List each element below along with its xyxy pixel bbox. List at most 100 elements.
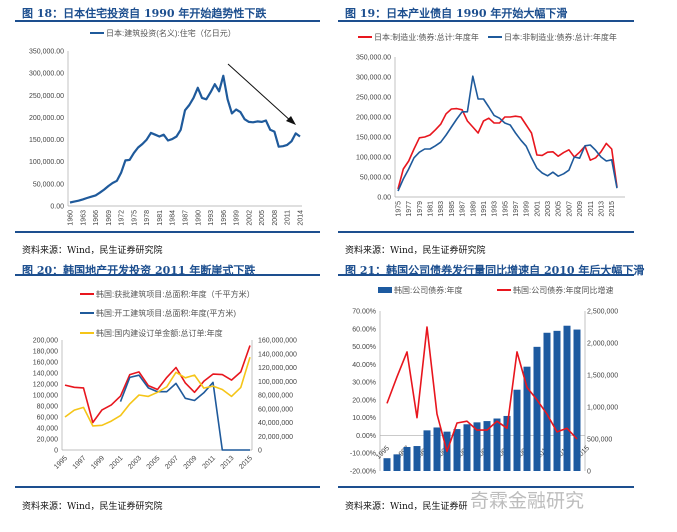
trend-arrow [227,63,293,123]
x-tick-label: 1997 [513,201,520,217]
figure-19-title: 图 19：日本产业债自 1990 年开始大幅下滑 [345,7,568,20]
y-tick-label: 350,000.00 [356,55,391,62]
bar [383,458,391,471]
x-tick-label: 1979 [417,201,424,217]
y-tick-label: 40,000 [37,426,59,433]
y-tick-label: 160,000 [33,360,58,367]
x-tick-label: 1997 [72,455,88,471]
arrow-head-icon [286,116,296,125]
x-tick-label: 1993 [492,201,499,217]
legend-label: 日本:建筑投资(名义):住宅（亿日元） [106,28,236,38]
y2-tick-label: 0 [258,448,262,455]
y2-tick-label: 120,000,000 [258,365,297,372]
y-tick-label: 100,000.00 [356,155,391,162]
y-tick-label: 70.00% [352,309,376,316]
x-tick-label: 2015 [609,201,616,217]
y2-tick-label: 500,000 [587,437,612,444]
x-tick-label: 1983 [438,201,445,217]
x-tick-label: 1981 [428,201,435,217]
y-tick-label: 0 [54,448,58,455]
y2-tick-label: 160,000,000 [258,338,297,345]
x-tick-label: 1999 [234,210,241,226]
x-tick-label: 1987 [460,201,467,217]
y2-tick-label: 80,000,000 [258,393,293,400]
legend-label: 韩国:公司债券:年度 [394,285,462,295]
x-tick-label: 2001 [534,201,541,217]
x-tick-label: 2011 [588,201,595,216]
x-tick-label: 2008 [272,210,279,226]
x-tick-label: 1995 [502,201,509,217]
watermark-logo: 奇霖金融研究 [470,490,585,512]
x-tick-label: 2015 [238,455,254,471]
y-tick-label: -10.00% [350,451,376,458]
bar [453,429,461,471]
y-tick-label: 300,000.00 [29,71,64,78]
x-tick-label: 2007 [566,201,573,217]
x-tick-label: 2005 [146,455,162,471]
y2-tick-label: 60,000,000 [258,406,293,413]
x-tick-label: 2011 [285,210,292,225]
figure-20-title: 图 20：韩国地产开发投资 2011 年断崖式下跌 [22,264,256,277]
y-tick-label: 250,000.00 [29,93,64,100]
y2-tick-label: 100,000,000 [258,379,297,386]
x-tick-label: 1996 [221,210,228,226]
bar [473,422,481,471]
y2-tick-label: 1,500,000 [587,373,618,380]
y-tick-label: 120,000 [33,382,58,389]
x-tick-label: 2003 [545,201,552,217]
y2-tick-label: 20,000,000 [258,434,293,441]
x-tick-label: 1989 [470,201,477,217]
y-tick-label: 300,000.00 [356,75,391,82]
bar [433,427,441,471]
y-tick-label: 0.00 [50,204,64,211]
figure-18-source: 资料来源：Wind，民生证券研究院 [22,246,163,256]
y-tick-label: -20.00% [350,469,376,476]
y-tick-label: 0.00% [356,433,376,440]
x-tick-label: 2009 [183,455,199,471]
figure-21-source: 资料来源：Wind，民生证券研 [345,502,468,512]
y-tick-label: 250,000.00 [356,95,391,102]
y-tick-label: 150,000.00 [356,135,391,142]
x-tick-label: 1966 [93,210,100,226]
x-tick-label: 1963 [80,210,87,226]
y2-tick-label: 2,000,000 [587,341,618,348]
y-tick-label: 30.00% [352,380,376,387]
series-line [64,345,251,424]
y2-tick-label: 1,000,000 [587,405,618,412]
series-line [397,107,618,190]
series-line [64,356,251,427]
y2-tick-label: 0 [587,469,591,476]
x-tick-label: 2003 [127,455,143,471]
figure-20-source: 资料来源：Wind，民生证券研究院 [22,502,163,512]
y-tick-label: 60.00% [352,326,376,333]
x-tick-label: 2011 [201,455,217,471]
bar [483,421,491,471]
x-tick-label: 2009 [577,201,584,217]
y-tick-label: 20.00% [352,397,376,404]
figure-18-title: 图 18：日本住宅投资自 1990 年开始趋势性下跌 [22,7,267,20]
legend-label: 日本:非制造业:债券:总计:年度年 [504,32,617,42]
y-tick-label: 10.00% [352,415,376,422]
x-tick-label: 1999 [90,455,106,471]
y-tick-label: 20,000 [37,437,59,444]
legend-label: 韩国:获批建筑项目:总面积:年度（千平方米） [96,289,255,299]
y2-tick-label: 2,500,000 [587,309,618,316]
x-tick-label: 1981 [157,210,164,226]
bar [543,332,551,471]
y-tick-label: 50.00% [352,344,376,351]
y-tick-label: 180,000 [33,349,58,356]
x-tick-label: 1991 [481,201,488,217]
x-tick-label: 1995 [53,455,69,471]
y-tick-label: 50,000.00 [33,181,64,188]
y-tick-label: 60,000 [37,415,59,422]
x-tick-label: 1985 [449,201,456,217]
figure-19-source: 资料来源：Wind，民生证券研究院 [345,246,486,256]
x-tick-label: 1978 [144,210,151,226]
x-tick-label: 1999 [524,201,531,217]
series-line [386,326,578,453]
figure-21-title: 图 21：韩国公司债券发行量同比增速自 2010 年后大幅下滑 [345,264,645,277]
x-tick-label: 2005 [259,210,266,226]
x-tick-label: 1975 [131,210,138,226]
x-tick-label: 2007 [164,455,180,471]
series-line [119,374,250,451]
